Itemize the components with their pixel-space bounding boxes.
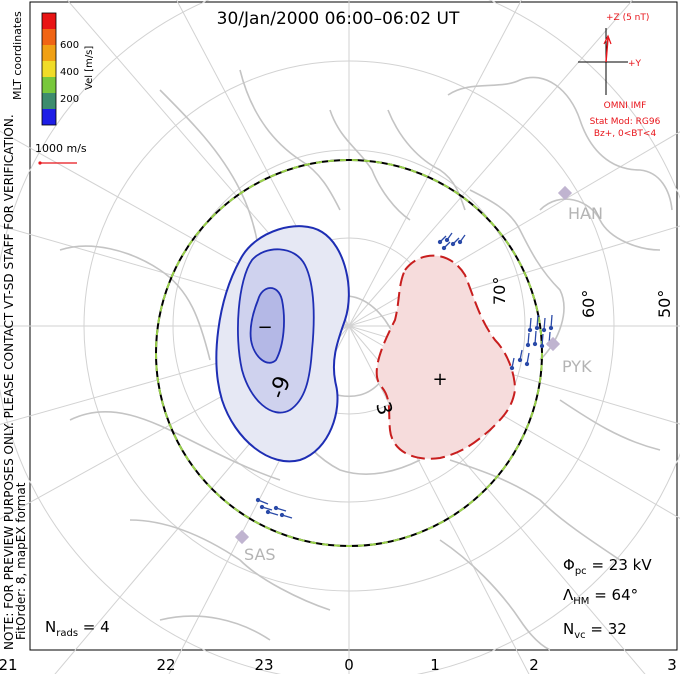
stat-n-vc: Nvc = 32 <box>563 620 627 641</box>
vector-scale-origin <box>38 161 42 165</box>
max-marker: + <box>432 369 447 390</box>
stat-n-rads: Nrads = 4 <box>45 618 110 639</box>
mlt-label-22: 22 <box>156 656 175 674</box>
imf-z-label: +Z (5 nT) <box>606 13 649 23</box>
radar-pyk-label: PYK <box>562 357 592 376</box>
vector-group-south <box>255 497 293 519</box>
imf-vector <box>605 37 609 63</box>
imf-y-label: +Y <box>628 59 642 69</box>
colorbar-label: Vel [m/s] <box>84 46 95 90</box>
mlt-axis: 21 22 23 0 1 2 3 <box>0 656 677 674</box>
radar-sas-marker <box>234 529 250 545</box>
imf-model: Stat Mod: RG96 <box>590 117 661 127</box>
latitude-label-70: 70° <box>490 277 509 305</box>
coord-label: MLT coordinates <box>11 11 24 100</box>
positive-potential-cell: 3 + <box>371 254 517 460</box>
radar-pyk-marker <box>545 336 561 352</box>
mlt-label-2: 2 <box>529 656 539 674</box>
imf-clock: +Z (5 nT) +Y OMNI IMF Stat Mod: RG96 Bz+… <box>578 13 661 139</box>
coastlines <box>59 69 673 651</box>
imf-condition: Bz+, 0<BT<4 <box>594 129 657 139</box>
side-note-preview: NOTE: FOR PREVIEW PURPOSES ONLY. PLEASE … <box>2 114 16 650</box>
imf-source: OMNI IMF <box>604 101 647 111</box>
hmb-boundary-dash <box>155 159 543 547</box>
vector-group-north <box>437 232 466 251</box>
colorbar-tick-600: 600 <box>60 40 79 51</box>
latitude-label-50: 50° <box>655 290 674 318</box>
negative-potential-cell: -9 − <box>215 225 350 463</box>
mlt-label-0: 0 <box>344 656 354 674</box>
side-note-fitorder: FitOrder: 8, mapEX format <box>14 482 28 640</box>
latitude-label-60: 60° <box>579 290 598 318</box>
colorbar-tick-200: 200 <box>60 94 79 105</box>
mlt-label-21: 21 <box>0 656 18 674</box>
mlt-label-23: 23 <box>254 656 273 674</box>
velocity-colorbar: 600 400 200 Vel [m/s] <box>41 12 95 126</box>
radar-han-marker <box>557 185 573 201</box>
mlt-label-3: 3 <box>667 656 677 674</box>
mlt-label-1: 1 <box>430 656 440 674</box>
velocity-vectors <box>255 232 554 519</box>
min-marker: − <box>257 317 272 338</box>
map-title: 30/Jan/2000 06:00–06:02 UT <box>217 9 460 29</box>
radar-sites: HAN PYK SAS <box>234 185 603 564</box>
positive-contour-label: 3 <box>371 399 397 418</box>
vector-scale-label: 1000 m/s <box>35 142 87 155</box>
vector-group-east <box>509 314 554 371</box>
radar-han-label: HAN <box>568 204 603 223</box>
radar-sas-label: SAS <box>244 545 276 564</box>
colorbar-tick-400: 400 <box>60 67 79 78</box>
